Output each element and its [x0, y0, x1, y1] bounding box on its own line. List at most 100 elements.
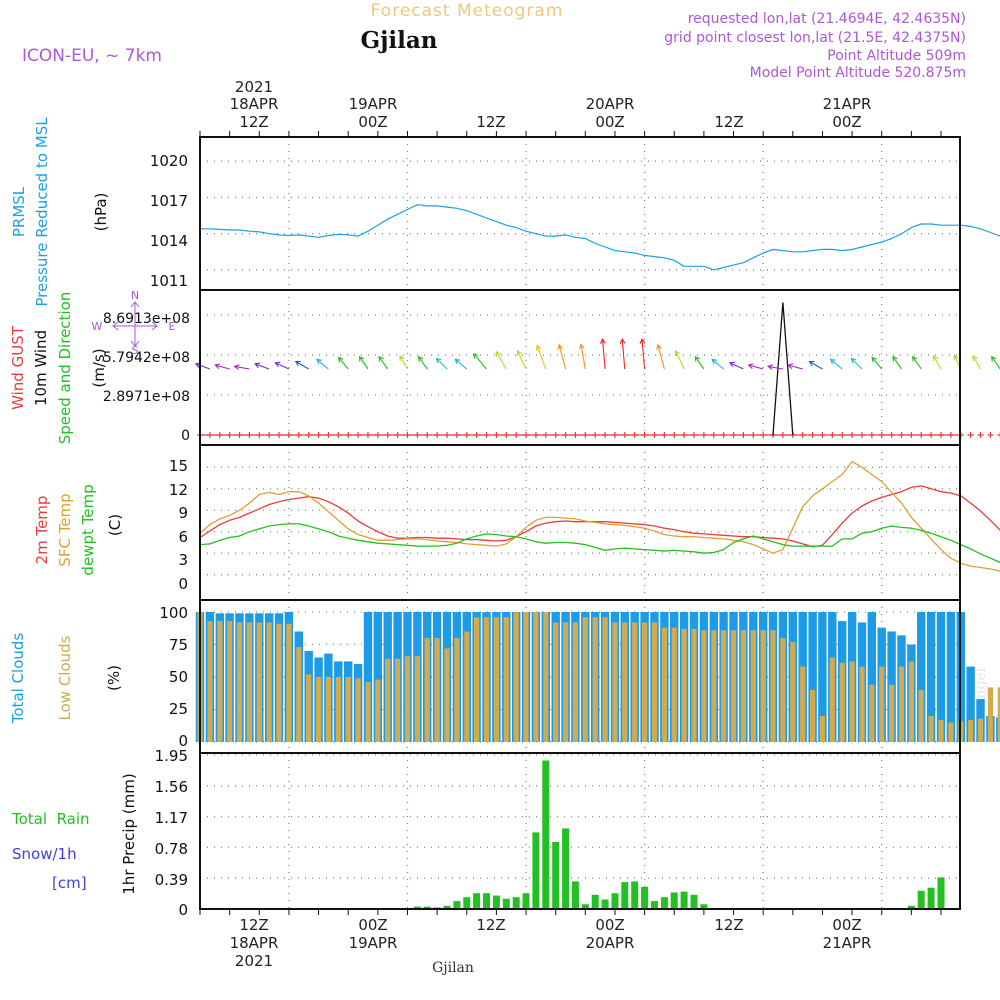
- precip-bar: [631, 881, 639, 909]
- top-axis-hour-6: 00Z: [832, 113, 861, 131]
- gust-marker: [710, 432, 717, 438]
- pressure-tick: 1014: [150, 232, 188, 250]
- gust-marker: [335, 432, 342, 438]
- gust-marker: [947, 432, 954, 438]
- wind-arrow: [378, 355, 389, 370]
- gust-marker: [849, 432, 856, 438]
- wind-arrow: [619, 337, 626, 370]
- bottom-axis-date-4: 20APR: [586, 934, 635, 952]
- cloud-low-bar: [612, 622, 618, 742]
- cloud-low-bar: [889, 684, 895, 742]
- wind-arrow: [766, 364, 783, 370]
- cloud-low-bar: [483, 617, 490, 742]
- precip-bar: [423, 906, 431, 909]
- gust-marker: [404, 432, 411, 438]
- precip-bar: [917, 890, 925, 909]
- gust-marker: [868, 432, 875, 438]
- cloud-low-bar: [691, 628, 697, 742]
- cloud-low-bar: [977, 718, 984, 742]
- gust-marker: [779, 432, 786, 438]
- temp-sfc-line: [199, 460, 1000, 572]
- point-altitude: Point Altitude 509m: [827, 48, 966, 64]
- cloud-low-bar: [296, 647, 302, 742]
- cloud-low-bar: [246, 622, 252, 742]
- precip-tick: 0: [178, 901, 188, 919]
- cloud-low-bar: [730, 630, 737, 742]
- gust-marker: [513, 432, 520, 438]
- gust-marker: [355, 432, 362, 438]
- cloud-total-bar: [373, 612, 382, 742]
- precip-bar: [927, 887, 935, 909]
- cloud-low-bar: [375, 679, 381, 742]
- cloud-low-bar: [276, 623, 282, 742]
- gust-marker: [206, 432, 213, 438]
- cloud-low-bar: [839, 662, 845, 742]
- gust-marker: [315, 432, 322, 438]
- bottom-axis-date-1: 18APR: [230, 934, 279, 952]
- cloud-low-bar: [582, 617, 588, 742]
- gust-marker: [562, 432, 569, 438]
- wind-label-10m: 10m Wind: [32, 330, 50, 406]
- gust-marker: [720, 432, 727, 438]
- cloud-low-bar: [325, 677, 331, 742]
- wind-arrow: [656, 343, 665, 370]
- precip-label-cm: [cm]: [52, 874, 87, 892]
- panel-frame: [199, 752, 961, 910]
- temp-label-dewpt: dewpt Temp: [79, 484, 97, 575]
- gust-marker: [295, 432, 302, 438]
- precip-bar: [443, 905, 451, 909]
- precip-bar: [591, 894, 599, 909]
- gust-marker: [572, 432, 579, 438]
- top-time-axis: 2021 18APR 12Z 19APR 00Z 12Z 20APR 00Z 1…: [230, 78, 872, 131]
- cloud-low-bar: [306, 674, 312, 742]
- cloud-low-bar: [938, 719, 944, 742]
- wind-compass: N S W E: [92, 289, 176, 357]
- wind-arrow: [808, 360, 823, 370]
- cloud-unit: (%): [105, 665, 123, 691]
- precip-bar: [483, 893, 490, 909]
- gust-marker: [345, 432, 352, 438]
- cloud-low-bar: [780, 638, 786, 742]
- grid-lines: [200, 137, 960, 910]
- gust-marker: [246, 432, 253, 438]
- cloud-low-bar: [385, 658, 391, 742]
- gust-marker: [918, 432, 925, 438]
- precip-bar: [542, 760, 550, 909]
- precip-panel-labels: Total Rain Snow/1h [cm] 1hr Precip (mm): [11, 773, 138, 894]
- top-axis-date-4: 20APR: [586, 95, 635, 113]
- gust-marker: [641, 432, 648, 438]
- gust-marker: [888, 432, 895, 438]
- wind-arrow: [787, 363, 803, 370]
- cloud-low-bar: [424, 638, 430, 742]
- place-title: Gjilan: [360, 27, 437, 54]
- cloud-total-bar: [808, 612, 817, 742]
- temp-dewpt-line: [199, 523, 1000, 564]
- cloud-low-bar: [622, 622, 628, 742]
- cloud-low-bar: [395, 658, 401, 742]
- wind-tick: 0: [181, 428, 190, 444]
- precip-bar: [512, 897, 520, 909]
- wind-arrow: [674, 349, 685, 370]
- gust-marker: [276, 432, 283, 438]
- precip-bar: [571, 881, 579, 909]
- cloud-low-bar: [968, 719, 974, 742]
- pressure-tick: 1020: [150, 152, 188, 170]
- gust-marker: [928, 432, 935, 438]
- cloud-total-bar: [818, 612, 827, 742]
- top-axis-hour-3: 12Z: [476, 113, 505, 131]
- precip-bar: [937, 877, 945, 909]
- wind-arrow: [829, 358, 843, 370]
- bottom-axis-hour-3: 12Z: [476, 916, 505, 934]
- gust-marker: [552, 432, 559, 438]
- cloud-low-bar: [819, 716, 825, 742]
- cloud-low-bar: [533, 612, 539, 742]
- wind-arrow: [711, 358, 724, 370]
- gust-marker: [444, 432, 450, 438]
- precip-tick: 0.39: [155, 871, 188, 889]
- cloud-low-bar: [869, 684, 875, 742]
- cloud-low-bar: [563, 622, 569, 742]
- cloud-low-bar: [365, 682, 371, 742]
- cloud-low-bar: [908, 661, 914, 742]
- gust-marker: [285, 432, 292, 438]
- top-axis-hour-4: 00Z: [595, 113, 624, 131]
